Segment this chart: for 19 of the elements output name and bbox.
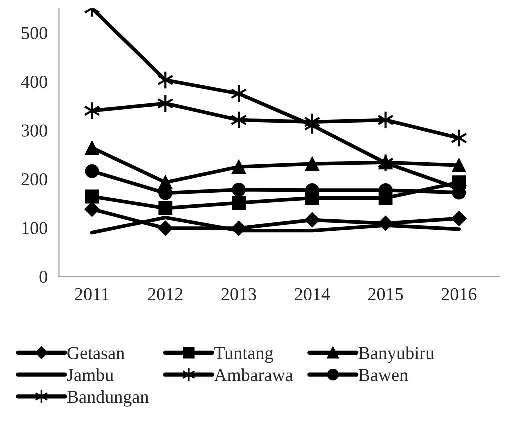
legend-label: Getasan: [68, 347, 125, 360]
y-tick-label: 100: [22, 222, 48, 234]
legend-label: Banyubiru: [358, 346, 434, 364]
legend-label: Tuntang: [214, 347, 274, 364]
x-tick-label: 2014: [295, 288, 330, 301]
x-tick-label: 2012: [148, 288, 183, 301]
x-tick-label: 2013: [222, 288, 256, 301]
legend-label: Jambu: [67, 368, 114, 382]
legend-label: Bawen: [358, 369, 408, 382]
y-tick-label: 200: [22, 173, 48, 186]
y-tick-label: 400: [21, 76, 48, 88]
y-tick-label: 500: [22, 27, 48, 40]
x-tick-label: 2016: [442, 288, 477, 301]
legend-label: Ambarawa: [214, 368, 294, 382]
x-tick-label: 2011: [75, 288, 109, 301]
x-tick-label: 2015: [368, 288, 404, 301]
y-tick-label: 300: [22, 124, 48, 137]
y-tick-label: 0: [40, 270, 48, 284]
legend-label: Bandungan: [68, 390, 149, 407]
